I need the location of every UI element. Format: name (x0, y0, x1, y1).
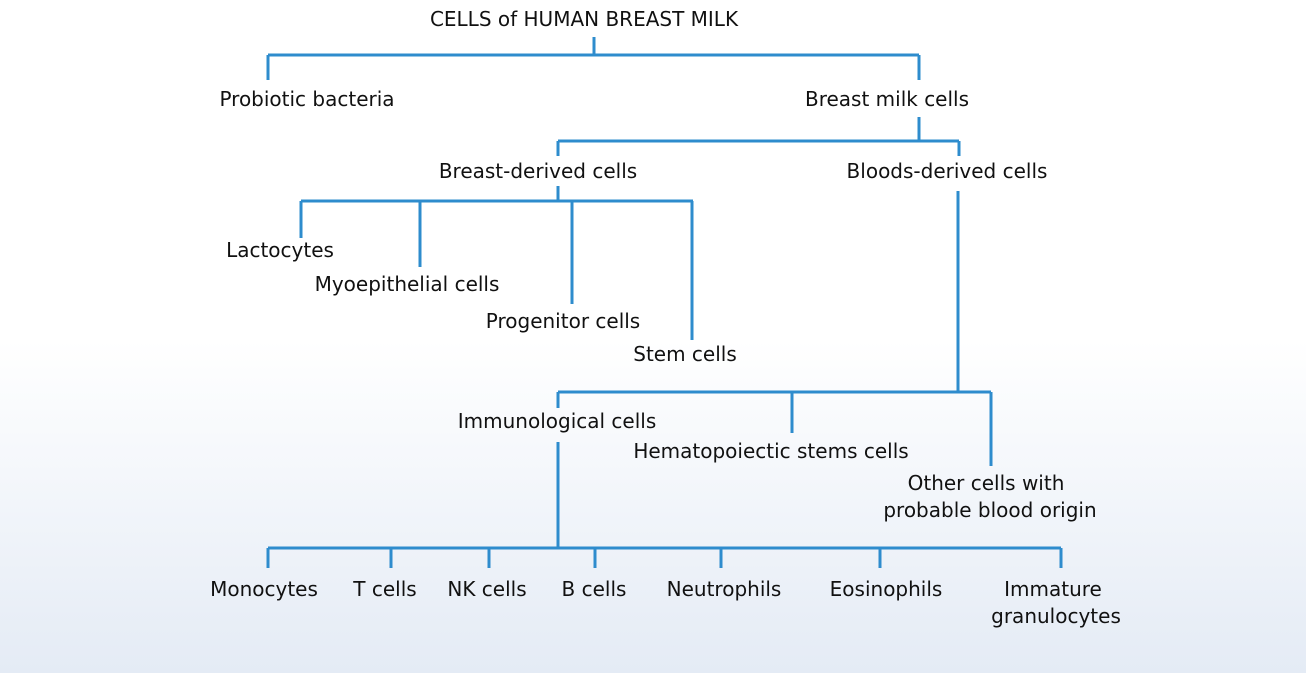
node-other-cells-line2: probable blood origin (883, 498, 1097, 522)
node-immature-line2: granulocytes (991, 604, 1121, 628)
node-b-cells: B cells (561, 577, 627, 601)
node-progenitor-cells: Progenitor cells (485, 309, 641, 333)
node-immature-line1: Immature (1004, 577, 1102, 601)
node-eosinophils: Eosinophils (829, 577, 943, 601)
node-blood-derived-cells: Bloods-derived cells (846, 159, 1048, 183)
node-breast-derived-cells: Breast-derived cells (438, 159, 638, 183)
node-probiotic-bacteria: Probiotic bacteria (219, 87, 395, 111)
node-hematopoietic-stem-cells: Hematopoiectic stems cells (633, 439, 909, 463)
node-stem-cells: Stem cells (633, 342, 737, 366)
node-monocytes: Monocytes (210, 577, 318, 601)
node-lactocytes: Lactocytes (226, 238, 334, 262)
node-t-cells: T cells (353, 577, 417, 601)
node-other-cells-line1: Other cells with (907, 471, 1065, 495)
node-neutrophils: Neutrophils (666, 577, 782, 601)
node-nk-cells: NK cells (447, 577, 527, 601)
node-immunological-cells: Immunological cells (457, 409, 657, 433)
node-breast-milk-cells: Breast milk cells (804, 87, 970, 111)
diagram-title: CELLS of HUMAN BREAST MILK (429, 7, 739, 31)
node-myoepithelial-cells: Myoepithelial cells (314, 272, 500, 296)
